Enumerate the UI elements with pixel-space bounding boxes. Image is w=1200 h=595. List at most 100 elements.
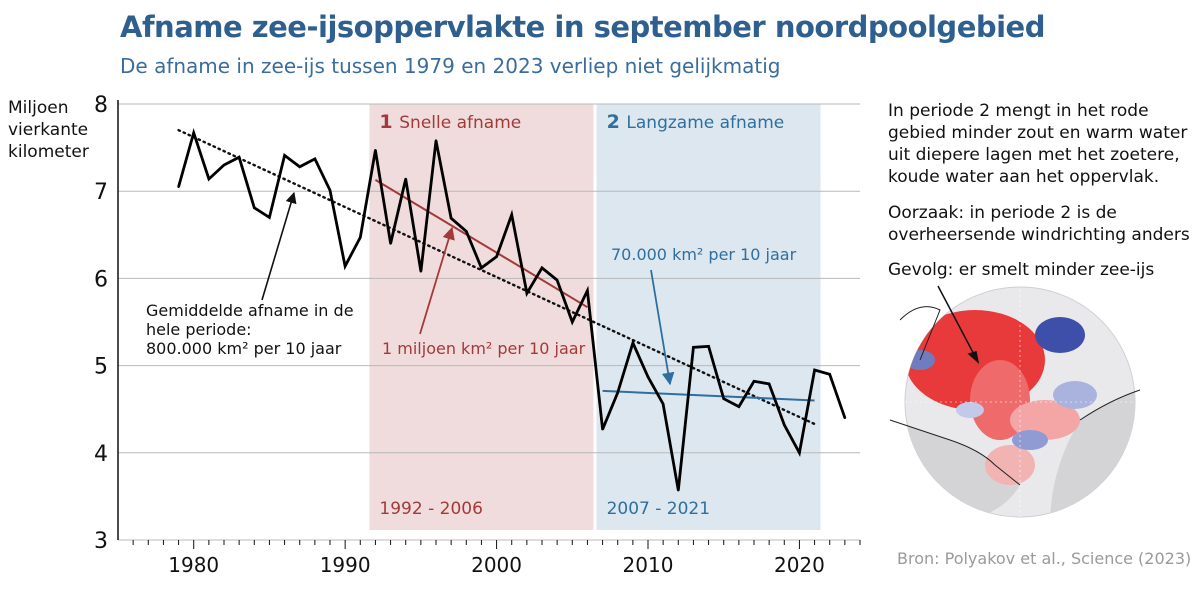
- data-point: [737, 405, 741, 408]
- data-point: [646, 375, 650, 379]
- data-point: [525, 292, 529, 295]
- annotation-arrow: [261, 191, 297, 301]
- data-point: [298, 165, 301, 168]
- data-point: [661, 402, 665, 406]
- data-point: [707, 345, 710, 348]
- side-line: overheersende windrichting anders: [888, 225, 1190, 245]
- period-number: 2: [607, 111, 627, 133]
- arctic-map: [889, 285, 1141, 518]
- y-tick-label: 5: [94, 355, 108, 380]
- map-blue-area: [956, 402, 984, 418]
- map-arrow: [937, 285, 979, 363]
- sea-ice-chart: 3 4 5 6 7 8 1980 1990 2000 2010 2020 Miljoenvierkan…: [8, 93, 861, 577]
- map-coastline: [889, 419, 1021, 486]
- y-axis-label: vierkante: [8, 120, 88, 140]
- data-point: [253, 206, 256, 209]
- x-tick-label: 1990: [320, 553, 371, 577]
- side-line: In periode 2 mengt in het rode: [888, 101, 1149, 121]
- data-point: [389, 242, 392, 245]
- map-blue-area: [1035, 317, 1085, 353]
- y-tick-label: 3: [94, 529, 108, 554]
- data-point: [586, 289, 589, 292]
- data-point: [722, 397, 725, 400]
- period-title: 1 Snelle afname: [379, 111, 521, 133]
- period-label: Snelle afname: [399, 113, 521, 133]
- side-line: koude water aan het oppervlak.: [888, 167, 1160, 187]
- period-band: [596, 104, 821, 530]
- x-tick-label: 1980: [168, 553, 219, 577]
- map-red-area: [985, 445, 1035, 485]
- y-axis-label: Miljoen: [8, 98, 68, 118]
- map-coastline: [1079, 389, 1141, 421]
- data-point: [449, 217, 453, 220]
- data-point: [495, 255, 498, 258]
- data-point: [601, 428, 604, 431]
- y-axis-label: kilometer: [8, 142, 89, 162]
- data-point: [283, 154, 286, 157]
- map-arrow-head: [967, 351, 980, 365]
- page-subtitle: De afname in zee-ijs tussen 1979 en 2023…: [120, 54, 781, 78]
- data-point: [828, 373, 831, 376]
- source-note: Bron: Polyakov et al., Science (2023): [897, 549, 1192, 568]
- y-tick-label: 6: [94, 267, 108, 292]
- data-point: [177, 185, 180, 189]
- map-coastline: [899, 306, 941, 361]
- map-red-area: [1010, 400, 1080, 440]
- data-point: [752, 380, 756, 383]
- trend-line: [177, 128, 816, 426]
- side-line: Oorzaak: in periode 2 is de: [888, 203, 1117, 223]
- data-point: [237, 155, 241, 159]
- data-point: [677, 489, 680, 492]
- annotation-slow: 70.000 km² per 10 jaar: [611, 245, 797, 264]
- y-tick-label: 8: [94, 93, 108, 118]
- period-band: [369, 104, 594, 530]
- data-point: [783, 423, 786, 427]
- annotation-fast: 1 miljoen km² per 10 jaar: [382, 339, 586, 358]
- side-text-gevolg: Gevolg: er smelt minder zee-ijs: [888, 260, 1155, 280]
- data-point: [540, 266, 544, 270]
- period-label: Langzame afname: [626, 113, 784, 133]
- data-point: [631, 341, 635, 345]
- trend-line: [602, 389, 815, 402]
- period-title: 2 Langzame afname: [607, 111, 785, 133]
- x-tick-label: 2000: [471, 553, 522, 577]
- map-blue-area: [1012, 430, 1048, 450]
- data-point: [555, 278, 559, 282]
- annotation-arrow: [419, 226, 455, 335]
- data-point: [207, 177, 211, 181]
- page-title: Afname zee-ijsoppervlakte in september n…: [120, 10, 1046, 44]
- side-line: uit diepere lagen met het zoetere,: [888, 145, 1180, 165]
- annotation-arrow: [650, 269, 675, 386]
- data-point: [374, 149, 377, 152]
- data-point: [192, 131, 195, 134]
- trend-line: [374, 179, 588, 309]
- x-tick-label: 2020: [774, 553, 825, 577]
- data-point: [359, 236, 362, 239]
- side-text-periode: In periode 2 mengt in het rode gebied mi…: [888, 100, 1198, 188]
- data-point: [480, 266, 483, 270]
- data-point: [222, 163, 226, 167]
- data-point: [313, 157, 317, 161]
- annotation-average: Gemiddelde afname in de: [146, 301, 354, 320]
- data-point: [343, 264, 347, 268]
- data-point: [692, 346, 695, 349]
- side-text-oorzaak: Oorzaak: in periode 2 is de overheersend…: [888, 202, 1198, 246]
- data-point: [813, 368, 816, 372]
- y-tick-label: 7: [94, 180, 108, 205]
- data-point: [328, 189, 332, 192]
- x-tick-label: 2010: [623, 553, 674, 577]
- data-point: [767, 382, 771, 386]
- data-point: [843, 416, 847, 420]
- data-point: [616, 391, 619, 394]
- data-point: [510, 213, 513, 216]
- data-point: [419, 270, 423, 273]
- period-number: 1: [379, 111, 399, 133]
- period-range-label: 1992 - 2006: [379, 499, 482, 519]
- annotation-average: 800.000 km² per 10 jaar: [146, 339, 342, 358]
- data-point: [434, 139, 438, 142]
- data-point: [798, 451, 801, 454]
- map-blue-area: [1053, 381, 1097, 409]
- data-point: [268, 216, 271, 219]
- data-point: [404, 177, 407, 181]
- side-line: gebied minder zout en warm water: [888, 123, 1188, 143]
